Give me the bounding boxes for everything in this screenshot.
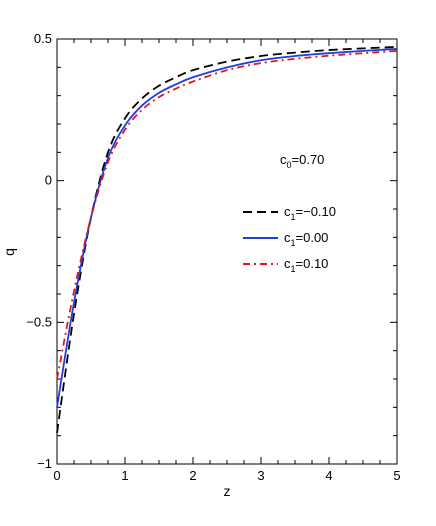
series-line-0 xyxy=(56,46,398,433)
series-line-2 xyxy=(56,50,398,380)
legend-label-0: c1=−0.10 xyxy=(284,204,336,222)
x-tick-label: 5 xyxy=(393,468,400,483)
y-tick-label: 0.5 xyxy=(34,31,52,46)
ticks-layer: 0 1 2 3 4 5 −1 −0.5 0 0.5 xyxy=(26,31,400,483)
y-tick-label: −0.5 xyxy=(26,314,52,329)
legend-label-2: c1=0.10 xyxy=(284,256,328,274)
y-tick-label: −1 xyxy=(37,456,52,471)
annotation-c0: c0=0.70 xyxy=(280,152,324,170)
x-tick-label: 4 xyxy=(325,468,332,483)
x-tick-label: 0 xyxy=(53,468,60,483)
x-axis-title: z xyxy=(224,483,231,499)
x-tick-label: 1 xyxy=(121,468,128,483)
y-axis-title: q xyxy=(1,248,17,256)
x-tick-label: 3 xyxy=(257,468,264,483)
y-tick-label: 0 xyxy=(45,173,52,188)
x-tick-label: 2 xyxy=(189,468,196,483)
legend-label-1: c1=0.00 xyxy=(284,230,328,248)
series-line-1 xyxy=(56,48,398,408)
series-layer xyxy=(56,46,398,433)
plot-frame xyxy=(56,38,398,465)
legend: c1=−0.10 c1=0.00 c1=0.10 xyxy=(243,204,336,274)
